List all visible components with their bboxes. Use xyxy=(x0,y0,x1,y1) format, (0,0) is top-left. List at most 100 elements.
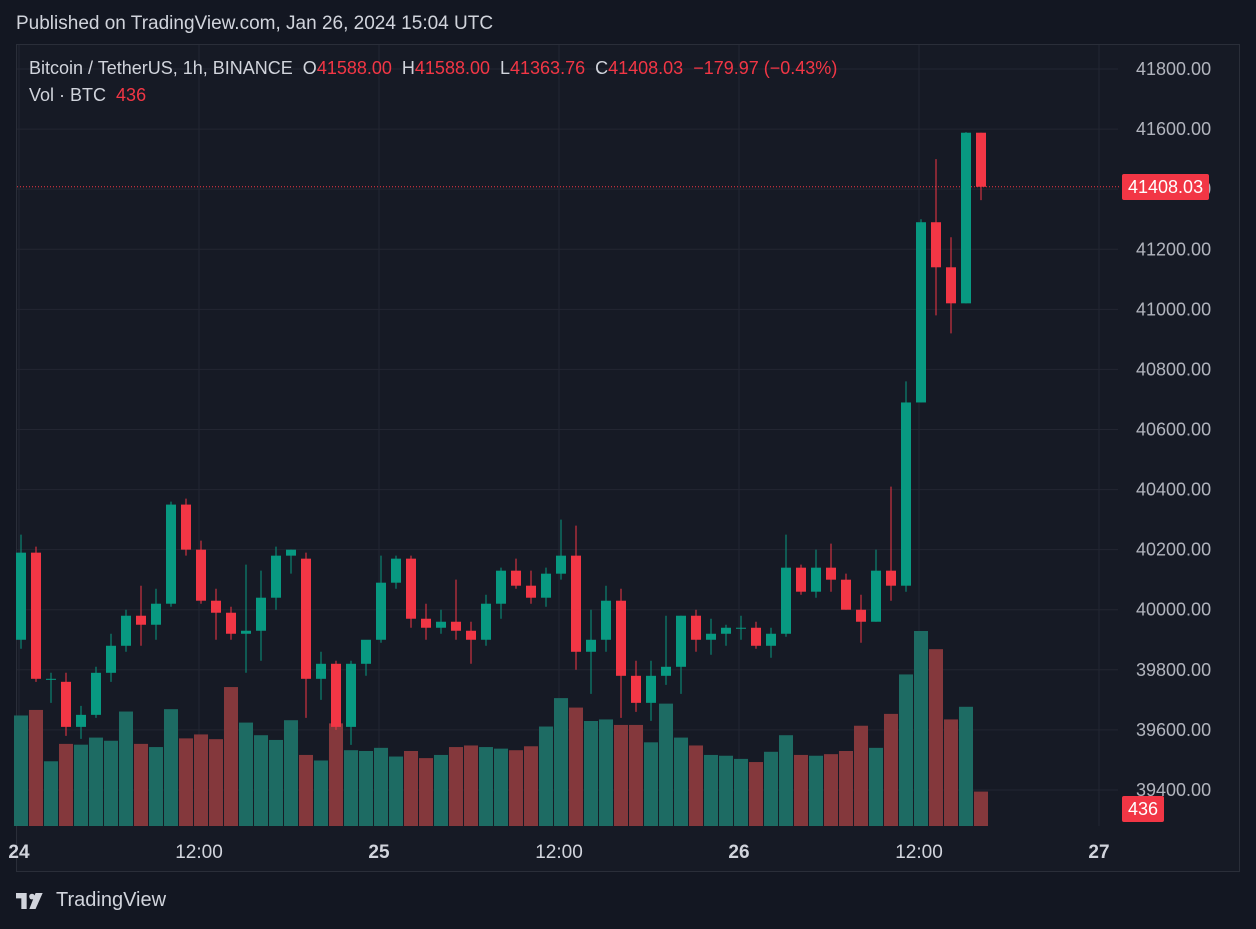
candle-body xyxy=(946,267,956,304)
volume-bar xyxy=(404,751,418,826)
candle-body xyxy=(811,567,821,592)
volume-bar xyxy=(914,631,928,826)
candle-body xyxy=(916,222,926,403)
volume-bar xyxy=(149,747,163,826)
volume-bar xyxy=(554,698,568,826)
candle-body xyxy=(736,627,746,629)
candle-body xyxy=(781,567,791,634)
y-tick-label: 40400.00 xyxy=(1136,480,1211,500)
candle-body xyxy=(286,549,296,556)
candle-body xyxy=(586,639,596,652)
candle-body xyxy=(196,549,206,601)
candle-body xyxy=(976,132,986,187)
close-label: C xyxy=(595,58,609,78)
volume-bar xyxy=(314,760,328,826)
high-label: H xyxy=(401,58,415,78)
y-tick-label: 41200.00 xyxy=(1136,239,1211,259)
candle-body xyxy=(211,600,221,613)
candle-body xyxy=(571,555,581,652)
volume-bar xyxy=(899,674,913,826)
volume-bar xyxy=(29,709,43,826)
ohlc-legend: Bitcoin / TetherUS, 1h, BINANCE O41588.0… xyxy=(29,58,837,79)
volume-bar xyxy=(209,739,223,826)
y-tick-label: 40600.00 xyxy=(1136,419,1211,439)
candle-body xyxy=(16,552,26,640)
volume-bar xyxy=(44,761,58,826)
candle-body xyxy=(301,558,311,679)
volume-value: 436 xyxy=(116,85,147,105)
volume-bar xyxy=(959,706,973,826)
candle-body xyxy=(256,597,266,631)
volume-bar xyxy=(779,735,793,826)
volume-bar xyxy=(809,755,823,826)
candle-body xyxy=(796,567,806,592)
symbol-label[interactable]: Bitcoin / TetherUS, 1h, BINANCE xyxy=(29,58,293,78)
volume-bar xyxy=(299,754,313,826)
volume-bar xyxy=(584,721,598,826)
x-tick-label: 26 xyxy=(728,842,749,863)
candle-body xyxy=(646,675,656,703)
volume-bar xyxy=(419,758,433,826)
y-tick-label: 41600.00 xyxy=(1136,119,1211,139)
y-tick-label: 39600.00 xyxy=(1136,720,1211,740)
candle-body xyxy=(856,609,866,622)
volume-bar xyxy=(464,745,478,826)
open-value: 41588.00 xyxy=(316,58,392,78)
y-tick-label: 39400.00 xyxy=(1136,780,1211,800)
volume-legend: Vol · BTC 436 xyxy=(29,85,146,106)
candle-body xyxy=(226,612,236,634)
volume-bar xyxy=(134,743,148,826)
volume-bar xyxy=(929,649,943,826)
y-tick-label: 39800.00 xyxy=(1136,660,1211,680)
y-tick-label: 41800.00 xyxy=(1136,59,1211,79)
x-tick-label: 12:00 xyxy=(175,842,223,863)
footer-brand[interactable]: TradingView xyxy=(16,889,166,912)
volume-bar xyxy=(434,754,448,826)
candle-body xyxy=(136,615,146,625)
volume-bar xyxy=(599,719,613,826)
volume-bar xyxy=(884,713,898,826)
candle-body xyxy=(721,627,731,634)
candle-body xyxy=(766,633,776,646)
candle-body xyxy=(166,504,176,604)
candle-body xyxy=(106,645,116,673)
low-value: 41363.76 xyxy=(510,58,586,78)
volume-bar xyxy=(59,743,73,826)
volume-bar xyxy=(329,723,343,826)
close-value: 41408.03 xyxy=(608,58,684,78)
volume-bar xyxy=(674,737,688,826)
candle-body xyxy=(826,567,836,580)
candle-body xyxy=(901,402,911,586)
candle-body xyxy=(841,579,851,610)
volume-bar xyxy=(494,748,508,826)
candle-body xyxy=(496,570,506,604)
y-tick-label: 40000.00 xyxy=(1136,600,1211,620)
volume-bar xyxy=(479,747,493,826)
candle-body xyxy=(436,621,446,628)
candle-body xyxy=(751,627,761,646)
candle-body xyxy=(76,714,86,727)
volume-bar xyxy=(749,762,763,826)
x-tick-label: 25 xyxy=(368,842,390,863)
last-volume-tag: 436 xyxy=(1122,796,1165,822)
volume-bar xyxy=(344,750,358,826)
volume-bar xyxy=(974,791,988,826)
candle-body xyxy=(451,621,461,631)
candle-body xyxy=(481,603,491,640)
volume-bar xyxy=(839,751,853,826)
high-value: 41588.00 xyxy=(414,58,490,78)
candle-body xyxy=(361,639,371,664)
volume-bar xyxy=(614,724,628,826)
candle-body xyxy=(181,504,191,550)
volume-bar xyxy=(14,715,28,826)
volume-bar xyxy=(644,742,658,826)
volume-bar xyxy=(164,709,178,826)
y-tick-label: 40800.00 xyxy=(1136,359,1211,379)
volume-bar xyxy=(794,754,808,826)
volume-bar xyxy=(719,755,733,826)
candle-body xyxy=(61,681,71,727)
volume-bar xyxy=(89,737,103,826)
change-value: −179.97 (−0.43%) xyxy=(693,58,838,78)
volume-label[interactable]: Vol · BTC xyxy=(29,85,107,105)
